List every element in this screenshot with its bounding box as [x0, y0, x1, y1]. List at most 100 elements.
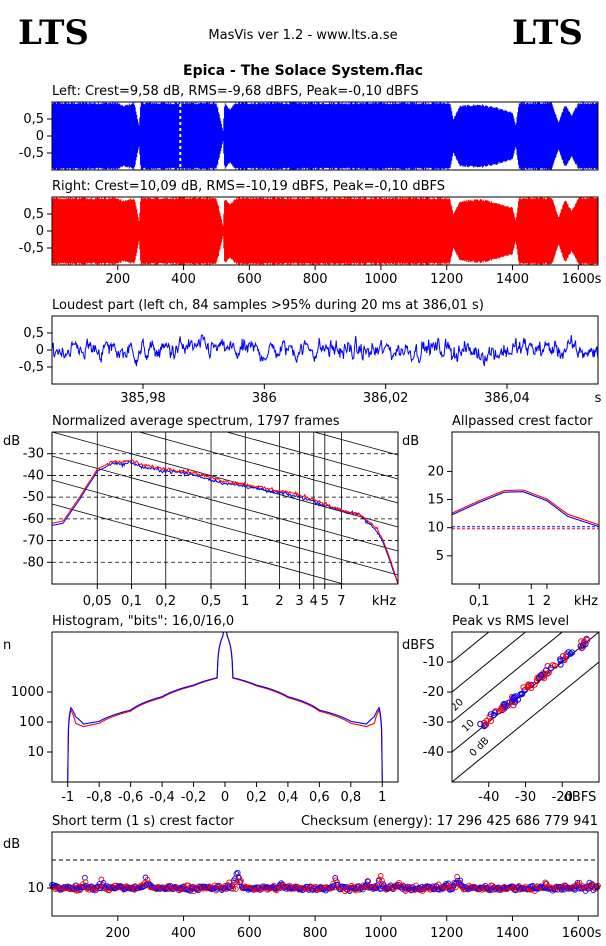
x-tick-label: 200	[105, 272, 130, 287]
y-tick-label: -0,5	[19, 146, 44, 161]
x-tick-label: 1	[527, 594, 535, 609]
scatter-point	[477, 720, 484, 728]
x-unit-label: s	[595, 926, 602, 941]
slope-line	[52, 312, 398, 407]
x-tick-label: 0,5	[201, 594, 222, 609]
x-tick-label: 0,8	[340, 790, 361, 805]
y-tick-label: -50	[23, 490, 44, 505]
scatter-point	[82, 879, 89, 886]
crest-series	[451, 489, 600, 526]
slope-line	[52, 479, 398, 576]
scatter-point	[259, 883, 266, 890]
scatter-point	[578, 638, 585, 645]
x-tick-label: 0,2	[155, 594, 176, 609]
x-unit-label: s	[595, 272, 602, 287]
x-tick-label: 7	[337, 594, 345, 609]
y-tick-label: 0	[36, 343, 44, 358]
scatter-point	[379, 877, 385, 884]
x-tick-label: -1	[61, 790, 74, 805]
scatter-point	[82, 874, 88, 881]
scatter-point	[501, 700, 508, 708]
scatter-point	[547, 664, 555, 672]
scatter-point	[329, 884, 336, 891]
crest-line	[452, 632, 564, 723]
x-unit-label: s	[595, 391, 602, 406]
slope-line	[52, 432, 398, 528]
histogram-series	[67, 631, 383, 783]
panel-title: Right: Crest=10,09 dB, RMS=-10,19 dBFS, …	[52, 179, 445, 194]
slope-line	[312, 432, 398, 456]
logo-left: LTS	[18, 13, 89, 53]
histogram-series	[67, 631, 383, 783]
x-tick-label: 386	[252, 391, 277, 406]
scatter-point	[496, 708, 503, 715]
x-tick-label: -0,8	[86, 790, 111, 805]
y-axis-label: dBFS	[402, 638, 435, 653]
scatter-point	[365, 878, 371, 885]
checksum-annotation: Checksum (energy): 17 296 425 686 779 94…	[301, 814, 598, 829]
x-tick-label: 800	[303, 926, 328, 941]
x-tick-label: 0,4	[278, 790, 299, 805]
file-title: Epica - The Solace System.flac	[183, 63, 423, 79]
chart-panels: Left: Crest=9,58 dB, RMS=-9,68 dBFS, Pea…	[3, 84, 602, 941]
slope-line	[52, 503, 345, 584]
crest-line-label: 0 dB	[468, 735, 492, 759]
y-tick-label: -70	[23, 534, 44, 549]
crest-series	[451, 491, 600, 528]
app-version: MasVis ver 1.2 - www.lts.a.se	[208, 28, 397, 43]
y-tick-label: 10	[27, 745, 44, 760]
x-tick-label: 1000	[364, 272, 397, 287]
allpassed-crest-panel: Allpassed crest factor dB 20 15 10 5 0,1 1 2 kHz	[402, 414, 600, 609]
x-tick-label: 4	[310, 594, 318, 609]
x-tick-label: 1	[241, 594, 249, 609]
plot-frame	[51, 431, 399, 585]
y-tick-label: -0,5	[19, 360, 44, 375]
spectrum-series	[52, 458, 398, 584]
y-tick-label: 100	[19, 715, 44, 730]
y-tick-label: 1000	[11, 685, 44, 700]
y-axis-label: dB	[402, 434, 419, 449]
x-tick-label: 1400	[496, 926, 529, 941]
scatter-point	[508, 693, 516, 700]
plot-frame	[451, 431, 600, 585]
x-tick-label: 386,02	[363, 391, 409, 406]
panel-title: Histogram, "bits": 16,0/16,0	[52, 614, 234, 629]
panel-title: Peak vs RMS level	[452, 614, 569, 629]
y-tick-label: -60	[23, 512, 44, 527]
y-tick-label: 10	[27, 881, 44, 896]
x-tick-label: 400	[171, 272, 196, 287]
y-tick-label: 0,5	[23, 207, 44, 222]
y-tick-label: 0	[36, 129, 44, 144]
scatter-point	[232, 886, 239, 892]
x-tick-label: -0,2	[181, 790, 206, 805]
average-spectrum-panel: Normalized average spectrum, 1797 frames…	[3, 312, 399, 609]
crest-line-label: 30	[438, 676, 455, 693]
y-tick-label: 10	[427, 521, 444, 536]
y-tick-label: 5	[436, 549, 444, 564]
x-tick-label: 0	[221, 790, 229, 805]
y-tick-label: -0,5	[19, 241, 44, 256]
left-waveform-panel: Left: Crest=9,58 dB, RMS=-9,68 dBFS, Pea…	[19, 84, 599, 171]
crest-line-label: 10	[460, 718, 477, 735]
scatter-point	[524, 684, 531, 691]
waveform-signal	[51, 102, 599, 170]
x-tick-label: 3	[295, 594, 303, 609]
x-tick-label: 600	[237, 926, 262, 941]
slope-lines	[52, 312, 398, 584]
crest-line	[452, 661, 599, 782]
x-tick-label: -40	[478, 790, 499, 805]
scatter-point	[376, 876, 383, 883]
y-axis-label: dB	[3, 837, 20, 852]
plot-frame	[51, 831, 599, 917]
x-tick-label: 1600	[562, 926, 595, 941]
y-tick-label: 20	[427, 464, 444, 479]
scatter-point	[487, 717, 494, 725]
scatter-point	[144, 876, 151, 883]
y-tick-label: -40	[23, 468, 44, 483]
x-tick-label: -0,4	[149, 790, 174, 805]
scatter-point	[568, 649, 576, 656]
waveform-signal	[51, 197, 599, 265]
scatter-point	[531, 681, 538, 688]
scatter-point	[545, 669, 552, 677]
